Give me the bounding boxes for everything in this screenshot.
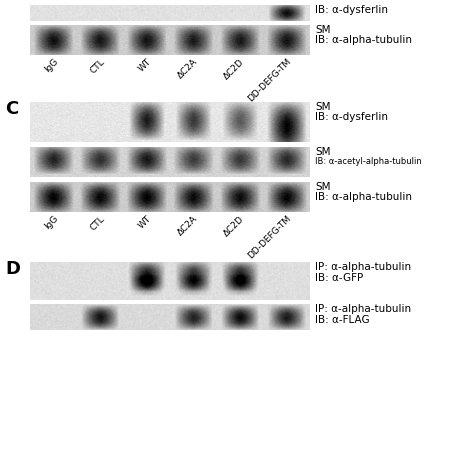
Text: IB: α-dysferlin: IB: α-dysferlin (315, 112, 388, 122)
Text: SM: SM (315, 147, 330, 157)
Text: ΔC2A: ΔC2A (176, 214, 200, 237)
Text: IB: α-GFP: IB: α-GFP (315, 273, 363, 283)
Text: SM: SM (315, 25, 330, 35)
Text: CTL: CTL (88, 57, 106, 75)
Text: DD-DEFG-TM: DD-DEFG-TM (246, 57, 293, 104)
Text: WT: WT (137, 57, 153, 73)
Text: SM: SM (315, 182, 330, 192)
Text: IP: α-alpha-tubulin: IP: α-alpha-tubulin (315, 262, 411, 272)
Text: IB: α-acetyl-alpha-tubulin: IB: α-acetyl-alpha-tubulin (315, 157, 422, 166)
Text: CTL: CTL (88, 214, 106, 232)
Text: IB: α-FLAG: IB: α-FLAG (315, 315, 370, 325)
Text: C: C (5, 100, 18, 118)
Text: WT: WT (137, 214, 153, 230)
Text: IB: α-dysferlin: IB: α-dysferlin (315, 5, 388, 15)
Text: ΔC2D: ΔC2D (222, 214, 246, 238)
Text: IB: α-alpha-tubulin: IB: α-alpha-tubulin (315, 35, 412, 45)
Text: IgG: IgG (43, 214, 60, 231)
Text: IB: α-alpha-tubulin: IB: α-alpha-tubulin (315, 192, 412, 202)
Text: IgG: IgG (43, 57, 60, 74)
Text: DD-DEFG-TM: DD-DEFG-TM (246, 214, 293, 261)
Text: SM: SM (315, 102, 330, 112)
Text: IP: α-alpha-tubulin: IP: α-alpha-tubulin (315, 304, 411, 314)
Text: D: D (5, 260, 20, 278)
Text: ΔC2A: ΔC2A (176, 57, 200, 81)
Text: ΔC2D: ΔC2D (222, 57, 246, 81)
